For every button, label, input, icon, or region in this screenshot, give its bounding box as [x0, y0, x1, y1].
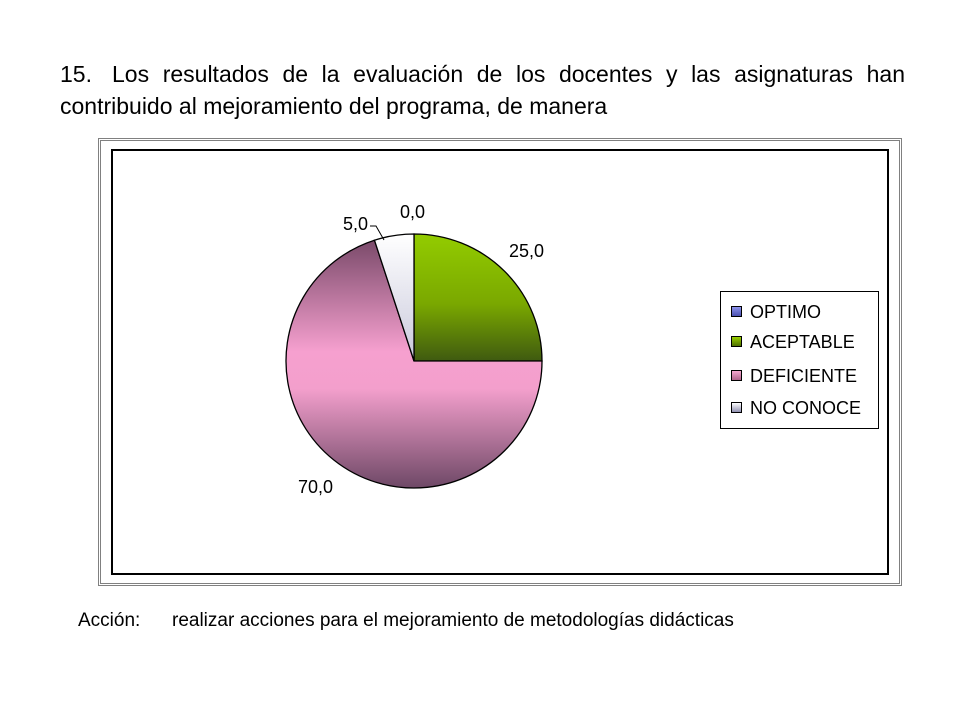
- legend-label-deficiente: DEFICIENTE: [750, 366, 858, 386]
- pie-slice-no-conoce: [373, 233, 415, 362]
- legend-swatch-optimo: [731, 305, 742, 317]
- data-label-deficiente: 70,0: [298, 477, 333, 497]
- question-heading: 15. Los resultados de la evaluación de lo…: [60, 58, 905, 122]
- legend-item-no-conoce: NO CONOCE: [731, 396, 861, 420]
- question-number: 15.: [60, 61, 92, 87]
- legend-swatch-no-conoce: [731, 401, 742, 413]
- data-label-no-conoce: 5,0: [343, 214, 368, 234]
- data-label-aceptable: 25,0: [509, 241, 544, 261]
- leader-line-no-conoce: [370, 225, 385, 241]
- legend-item-aceptable: ACEPTABLE: [731, 330, 855, 354]
- action-text: realizar acciones para el mejoramiento d…: [172, 610, 734, 631]
- legend-label-optimo: OPTIMO: [750, 302, 821, 322]
- pie-slice-aceptable: [413, 233, 543, 362]
- legend-label-no-conoce: NO CONOCE: [750, 398, 862, 418]
- chart-legend: OPTIMO ACEPTABLE DEFICIENTE NO CONOCE: [720, 291, 879, 429]
- legend-swatch-aceptable: [731, 335, 742, 347]
- legend-item-optimo: OPTIMO: [731, 300, 821, 324]
- question-text: Los resultados de la evaluación de los d…: [60, 61, 905, 119]
- legend-item-deficiente: DEFICIENTE: [731, 364, 857, 388]
- legend-swatch-deficiente: [731, 369, 742, 381]
- action-label: Acción:: [78, 610, 141, 631]
- pie-slice-deficiente: [285, 239, 543, 489]
- action-note: Acción: realizar acciones para el mejoram…: [78, 610, 734, 632]
- legend-label-aceptable: ACEPTABLE: [750, 332, 855, 352]
- data-label-optimo: 0,0: [400, 202, 425, 222]
